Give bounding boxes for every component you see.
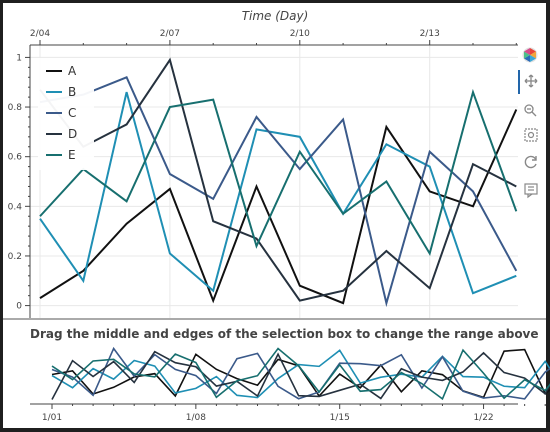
- main-grid: [30, 45, 518, 318]
- save-icon[interactable]: [524, 183, 538, 199]
- y-tick-label: 0.8: [8, 103, 23, 113]
- reset-icon[interactable]: [524, 155, 537, 169]
- range-plot[interactable]: Drag the middle and edges of the selecti…: [30, 327, 550, 423]
- range-chart-title: Drag the middle and edges of the selecti…: [30, 327, 539, 341]
- range-x-tick-label: 1/08: [186, 413, 206, 423]
- legend-label-E: E: [68, 148, 76, 162]
- range-series-line: [51, 348, 550, 399]
- main-x-axis: 2/04 2/07 2/10 2/13: [30, 29, 518, 46]
- series-line-A: [39, 109, 518, 305]
- range-x-tick-label: 1/01: [42, 413, 62, 423]
- x-tick-label: 2/07: [160, 29, 180, 39]
- range-x-tick-label: 1/15: [330, 413, 350, 423]
- x-tick-label: 2/10: [290, 29, 310, 39]
- y-tick-label: 0.2: [8, 252, 22, 262]
- series-line-C: [39, 75, 518, 308]
- bokeh-logo-icon[interactable]: [522, 47, 538, 63]
- series-line-E: [39, 88, 518, 257]
- x-tick-label: 2/04: [30, 29, 50, 39]
- range-series-lines: [51, 346, 550, 401]
- range-series-line: [51, 346, 550, 400]
- y-tick-label: 0: [16, 302, 22, 312]
- range-series-line: [51, 350, 550, 400]
- pan-icon[interactable]: [524, 74, 538, 88]
- legend-label-A: A: [68, 64, 77, 78]
- toolbar: [518, 47, 538, 199]
- legend-label-D: D: [68, 127, 77, 141]
- main-y-axis: 0 0.2 0.4 0.6 0.8 1: [8, 45, 31, 318]
- main-plot[interactable]: Time (Day) 2/04 2/07 2/10 2/13 0 0.2 0.4 0.6 0.…: [8, 9, 518, 318]
- y-tick-label: 1: [16, 53, 22, 63]
- wheel-zoom-icon[interactable]: [524, 104, 537, 117]
- legend-label-B: B: [68, 85, 76, 99]
- range-x-axis: 1/011/081/151/222/012/082/15: [30, 403, 546, 423]
- range-series-line: [51, 349, 550, 399]
- box-zoom-icon[interactable]: [524, 128, 538, 142]
- y-tick-label: 0.6: [8, 153, 23, 163]
- main-series-lines: [39, 57, 518, 308]
- series-line-B: [39, 91, 517, 295]
- range-x-tick-label: 1/22: [473, 413, 493, 423]
- main-chart-title: Time (Day): [242, 9, 309, 23]
- y-tick-label: 0.4: [8, 202, 23, 212]
- x-tick-label: 2/13: [420, 29, 440, 39]
- legend-label-C: C: [68, 106, 76, 120]
- series-line-D: [39, 57, 517, 302]
- range-series-line: [51, 347, 550, 401]
